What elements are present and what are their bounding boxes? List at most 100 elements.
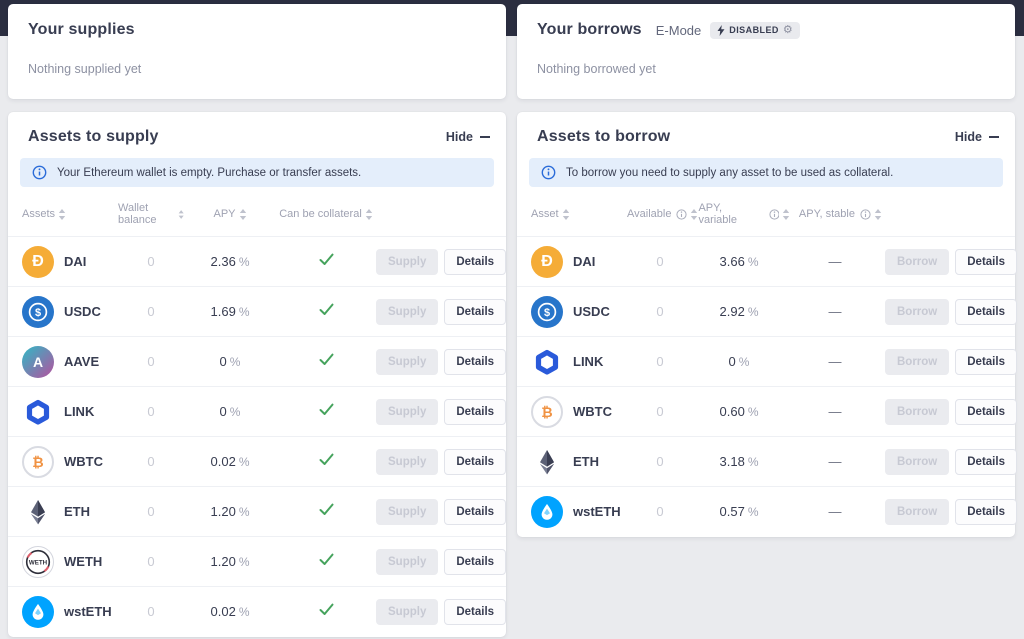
details-button[interactable]: Details [955,448,1017,475]
apy-stable-value: — [828,354,842,369]
column-header-can-be-collateral[interactable]: Can be collateral [276,208,376,220]
column-header-apy-variable[interactable]: APY, variable [698,202,790,226]
dai-icon: Đ [531,245,563,278]
collateral-check-icon [319,253,334,271]
apy-stable-value: — [828,504,842,519]
apy-value: 0.02% [210,454,250,469]
supply-asset-row-usdc: $ USDC 0 1.69% Supply Details [8,286,507,336]
supply-table-body: Đ DAI 0 2.36% Supply Details $ USDC 0 1.69% Supply… [8,236,507,636]
info-icon[interactable] [768,208,780,220]
asset-symbol: USDC [573,304,610,319]
borrow-button[interactable]: Borrow [885,298,950,325]
asset-symbol: ETH [64,504,90,519]
details-button[interactable]: Details [444,348,507,375]
details-button[interactable]: Details [955,348,1017,375]
apy-value: 0.02% [210,604,250,619]
wsteth-icon [22,595,54,628]
supply-button[interactable]: Supply [376,348,439,375]
wallet-balance-value: 0 [147,404,155,419]
details-button[interactable]: Details [955,398,1017,425]
assets-to-borrow-title: Assets to borrow [537,128,671,145]
apy-stable-value: — [828,454,842,469]
details-button[interactable]: Details [955,298,1017,325]
column-header-assets[interactable]: Assets [22,208,118,220]
eth-icon [531,446,563,478]
borrow-button[interactable]: Borrow [885,498,950,525]
available-value: 0 [656,504,664,519]
supply-button[interactable]: Supply [376,298,439,325]
details-button[interactable]: Details [955,248,1017,275]
asset-symbol: wstETH [573,504,621,519]
details-button[interactable]: Details [444,398,507,425]
available-value: 0 [656,454,664,469]
borrow-button[interactable]: Borrow [885,348,950,375]
emode-pill[interactable]: DISABLED ⚙ [710,21,800,39]
asset-symbol: WBTC [64,454,103,469]
supply-button[interactable]: Supply [376,248,439,275]
supply-button[interactable]: Supply [376,548,439,575]
column-header-available[interactable]: Available [627,208,698,220]
column-header-wallet-balance[interactable]: Wallet balance [118,202,184,226]
details-button[interactable]: Details [444,548,507,575]
apy-value: 0% [219,404,241,419]
borrow-asset-row-link: LINK 0 0% — Borrow Details [517,336,1017,386]
column-header-asset[interactable]: Asset [531,208,627,220]
column-header-apy-stable[interactable]: APY, stable [790,208,890,220]
borrow-button[interactable]: Borrow [885,248,950,275]
supply-asset-row-link: LINK 0 0% Supply Details [8,386,507,436]
link-icon [22,395,54,428]
hide-borrow-list-button[interactable]: Hide [955,130,999,144]
wallet-balance-value: 0 [147,504,155,519]
supply-button[interactable]: Supply [376,598,439,625]
borrow-table-header: Asset Available APY, variable APY, stable [517,187,1015,236]
apy-stable-value: — [828,404,842,419]
details-button[interactable]: Details [955,498,1017,525]
collateral-check-icon [319,303,334,321]
borrow-button[interactable]: Borrow [885,398,950,425]
info-icon[interactable] [860,208,871,220]
collateral-check-icon [319,453,334,471]
details-button[interactable]: Details [444,598,507,625]
asset-symbol: ETH [573,454,599,469]
apy-value: 1.20% [210,554,250,569]
emode-label: E-Mode [655,22,702,38]
details-button[interactable]: Details [444,448,507,475]
supply-button[interactable]: Supply [376,448,439,475]
supply-button[interactable]: Supply [376,398,439,425]
assets-to-supply-panel: Assets to supply Hide Your Ethereum wall… [8,112,507,637]
your-supplies-title: Your supplies [28,21,135,38]
supply-notice-banner: Your Ethereum wallet is empty. Purchase … [20,158,494,187]
supply-asset-row-aave: A AAVE 0 0% Supply Details [8,336,507,386]
asset-symbol: LINK [64,404,95,419]
gear-icon[interactable]: ⚙ [782,23,793,36]
svg-text:WETH: WETH [29,559,48,566]
link-icon [531,345,563,378]
details-button[interactable]: Details [444,248,507,275]
assets-to-supply-title: Assets to supply [28,128,159,145]
info-icon[interactable] [676,208,688,220]
asset-symbol: DAI [64,254,87,269]
apy-variable-value: 3.66% [719,254,759,269]
borrow-button[interactable]: Borrow [885,448,950,475]
asset-symbol: wstETH [64,604,112,619]
column-header-apy[interactable]: APY [184,208,276,220]
supplies-empty-message: Nothing supplied yet [28,62,142,76]
details-button[interactable]: Details [444,298,507,325]
details-button[interactable]: Details [444,498,507,525]
info-icon [541,165,556,180]
hide-supply-list-button[interactable]: Hide [446,130,490,144]
apy-variable-value: 3.18% [719,454,759,469]
asset-symbol: DAI [573,254,596,269]
wallet-balance-value: 0 [147,354,155,369]
dai-icon: Đ [22,245,54,278]
weth-icon: WETH [22,545,54,578]
supply-asset-row-eth: ETH 0 1.20% Supply Details [8,486,507,536]
sort-icon [365,208,372,220]
apy-value: 1.20% [210,504,250,519]
borrow-column: Your borrows E-Mode DISABLED ⚙ Nothing b… [517,4,1017,637]
borrow-asset-row-wsteth: wstETH 0 0.57% — Borrow Details [517,486,1017,536]
your-borrows-title: Your borrows [537,21,642,38]
supply-button[interactable]: Supply [376,498,439,525]
apy-value: 2.36% [210,254,250,269]
usdc-icon: $ [531,295,563,328]
